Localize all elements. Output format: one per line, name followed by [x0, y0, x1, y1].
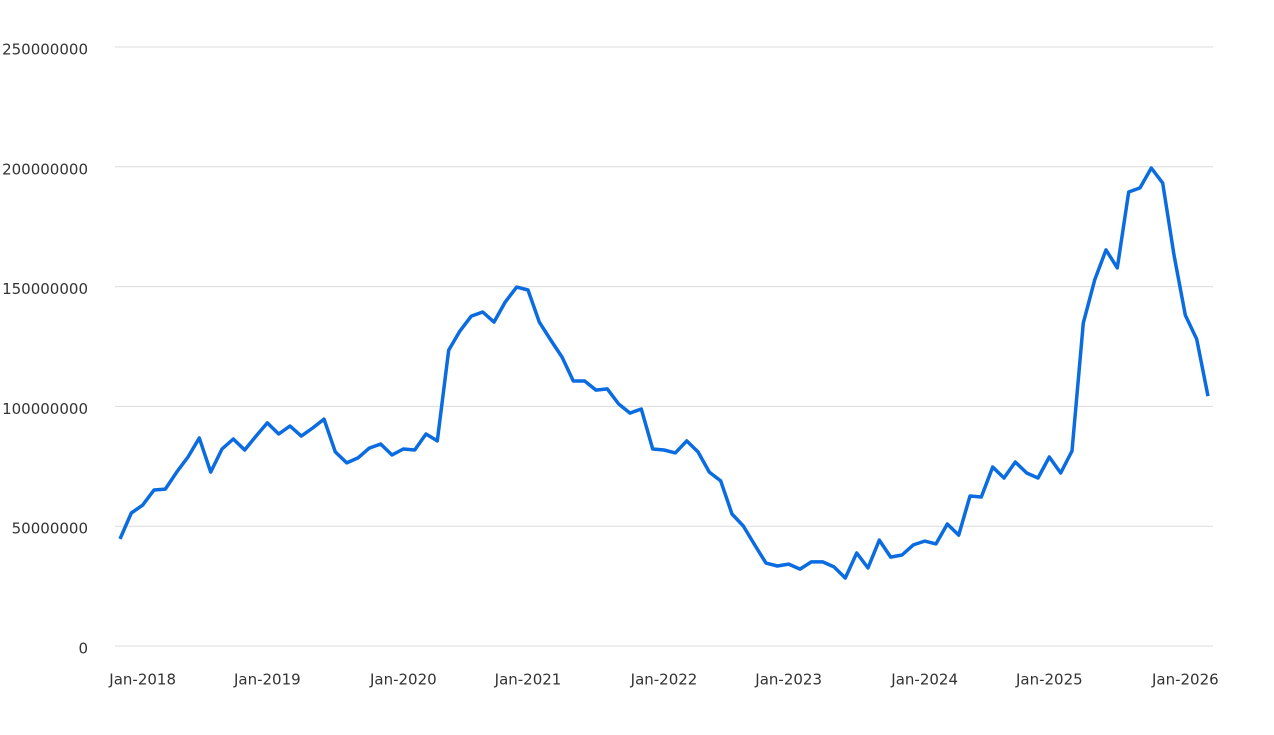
- x-tick-label: Jan-2020: [369, 671, 437, 689]
- y-tick-label: 50000000: [12, 520, 88, 538]
- data-line: [118, 166, 1210, 580]
- x-tick-label: Jan-2024: [890, 671, 958, 689]
- x-tick-label: Jan-2025: [1015, 671, 1083, 689]
- y-tick-label: 0: [78, 640, 88, 658]
- y-tick-label: 200000000: [2, 160, 88, 178]
- y-tick-label: 100000000: [2, 400, 88, 418]
- x-tick-label: Jan-2019: [233, 671, 301, 689]
- x-tick-label: Jan-2026: [1151, 671, 1219, 689]
- y-tick-label: 250000000: [2, 41, 88, 59]
- x-tick-label: Jan-2018: [108, 671, 176, 689]
- x-tick-label: Jan-2023: [754, 671, 822, 689]
- x-tick-label: Jan-2021: [494, 671, 562, 689]
- x-tick-label: Jan-2022: [630, 671, 698, 689]
- y-tick-label: 150000000: [2, 280, 88, 298]
